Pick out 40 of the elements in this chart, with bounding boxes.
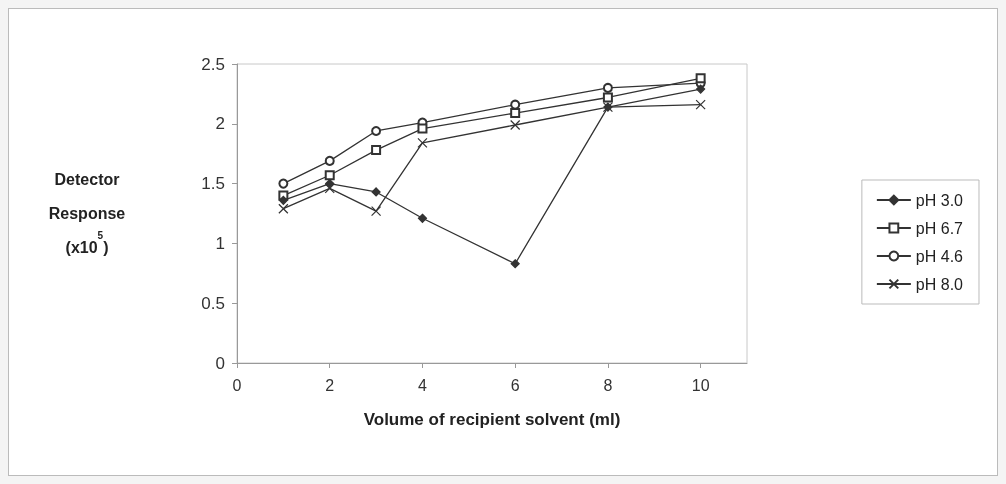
y-tick-label: 1.5: [201, 174, 225, 194]
legend-label: pH 8.0: [915, 275, 964, 293]
point: [510, 119, 521, 131]
point: [371, 145, 382, 156]
point: [417, 123, 428, 134]
x-tick-label: 4: [418, 376, 427, 394]
point: [371, 187, 381, 197]
x-tick-label: 8: [603, 376, 613, 394]
y-tick-label: 0: [215, 353, 225, 373]
point: [278, 195, 288, 205]
point: [324, 155, 335, 166]
point: [510, 259, 520, 269]
y-tick-label: 2: [215, 114, 225, 134]
x-tick-label: 10: [691, 376, 710, 394]
point: [695, 73, 706, 84]
y-axis-title: Detector Response (x105): [48, 171, 126, 256]
point: [325, 179, 335, 189]
y-tick-label: 2.5: [201, 54, 225, 74]
x-tick-label: 6: [510, 376, 520, 394]
legend-label: pH 6.7: [915, 219, 964, 237]
legend-label: pH 3.0: [915, 191, 964, 209]
point: [324, 183, 335, 194]
x-tick-label: 0: [232, 376, 242, 394]
point: [602, 92, 613, 103]
y-tick-label: 0.5: [201, 293, 225, 313]
x-axis-title: Volume of recipient solvent (ml): [363, 410, 621, 429]
point: [278, 203, 289, 214]
point: [370, 206, 382, 217]
x-tick-label: 2: [325, 376, 335, 394]
y-tick-label: 1: [215, 233, 225, 253]
point: [510, 108, 521, 119]
point: [371, 125, 382, 136]
point: [695, 99, 706, 110]
legend-label: pH 4.6: [915, 247, 964, 265]
point: [417, 137, 428, 149]
point: [696, 84, 706, 94]
point: [417, 213, 428, 223]
point: [602, 82, 613, 93]
point: [324, 170, 335, 181]
point: [278, 178, 289, 189]
